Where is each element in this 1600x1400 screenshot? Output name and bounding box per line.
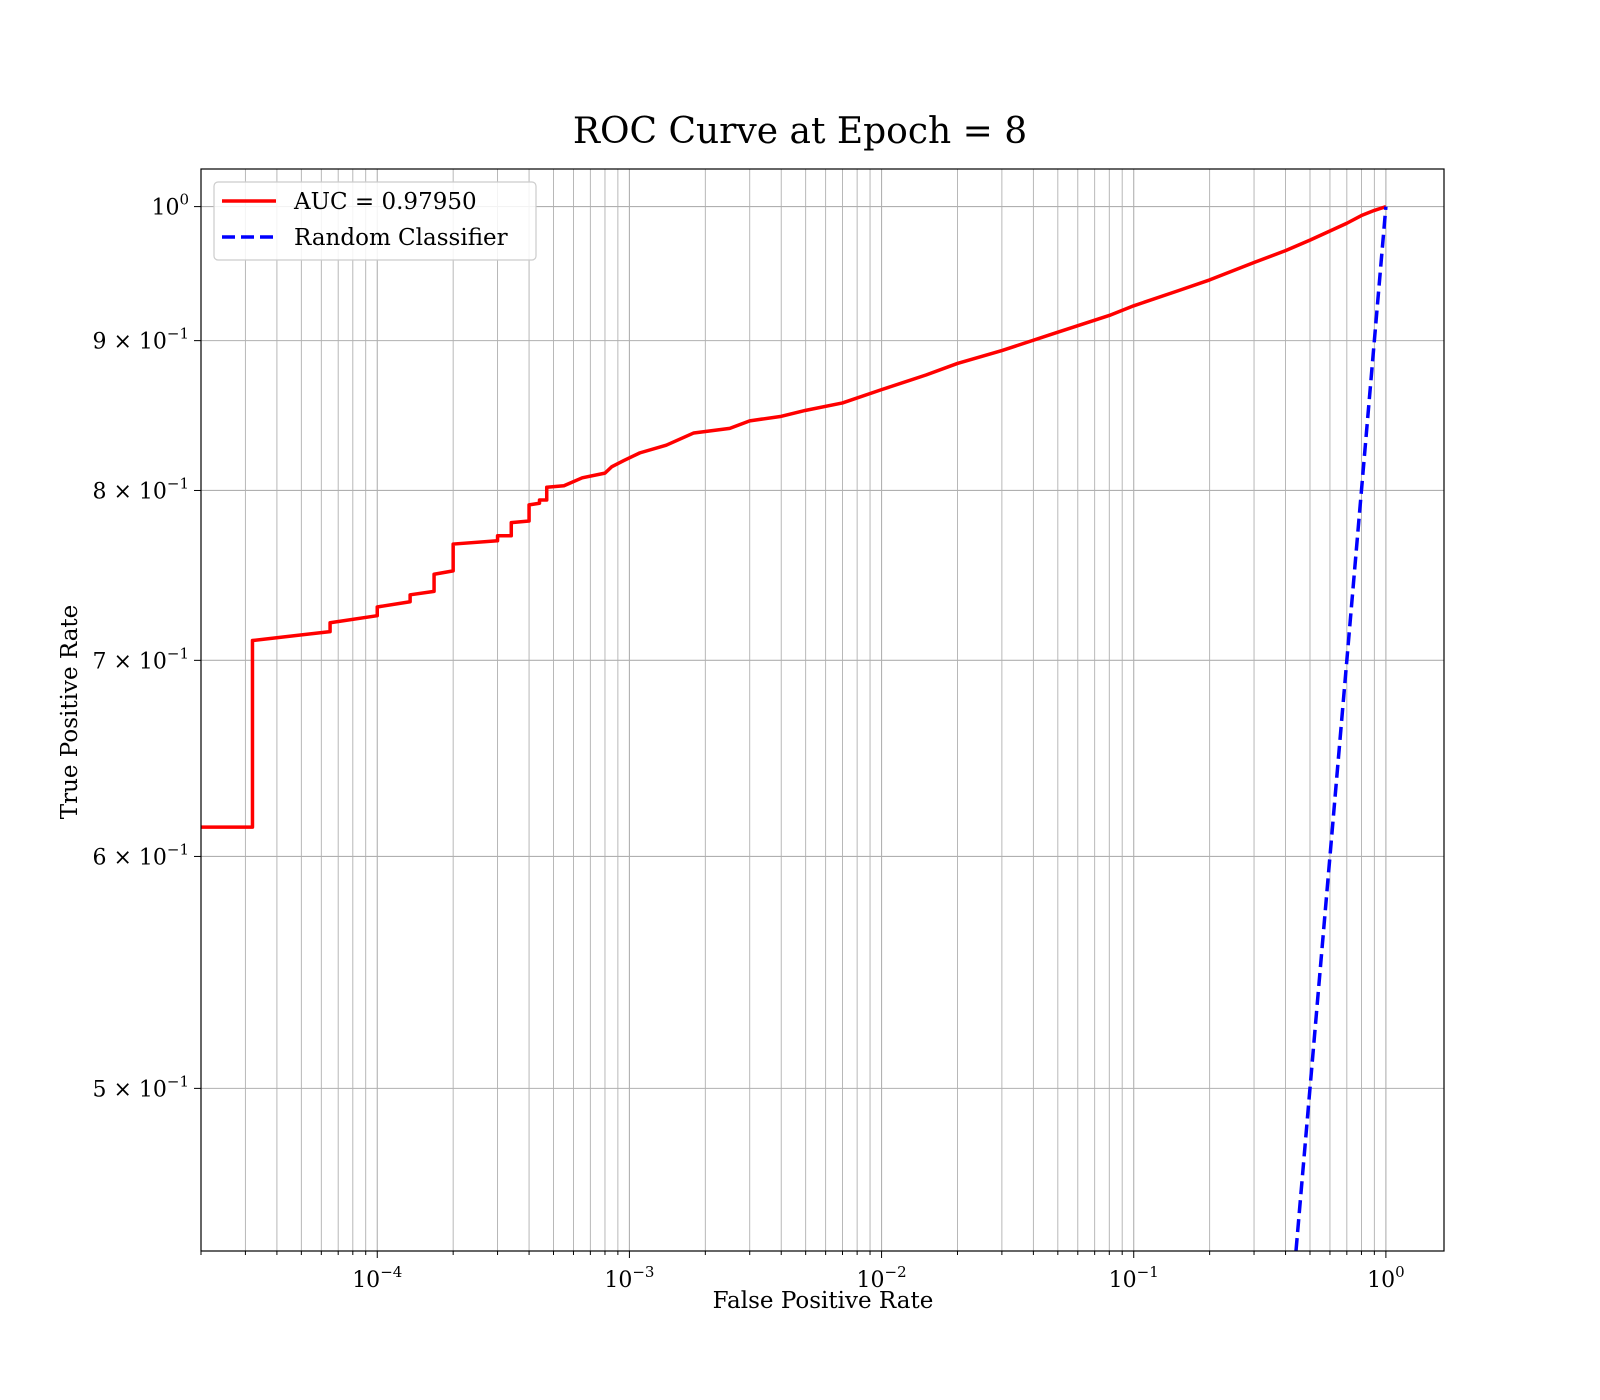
y-tick-label: 9 × 10−1 <box>92 325 189 355</box>
y-tick-label: 8 × 10−1 <box>92 474 189 504</box>
y-tick-label: 5 × 10−1 <box>92 1072 189 1102</box>
y-axis-label: True Positive Rate <box>57 605 83 820</box>
x-tick-labels: 10−4 10−3 10−2 10−1 100 <box>352 1263 1404 1293</box>
y-tick-label: 6 × 10−1 <box>92 840 189 870</box>
x-axis-label: False Positive Rate <box>713 1288 934 1314</box>
legend-label-auc: AUC = 0.97950 <box>293 189 477 215</box>
legend-box <box>213 181 537 261</box>
x-tick-label: 10−3 <box>604 1263 654 1293</box>
x-tick-label: 10−1 <box>1109 1263 1159 1293</box>
y-tick-label: 7 × 10−1 <box>92 644 189 674</box>
y-tick-labels: 100 9 × 10−1 8 × 10−1 7 × 10−1 6 × 10−1 5 × 1… <box>92 191 189 1103</box>
series-group <box>201 204 1388 1251</box>
plot-area-frame <box>200 168 1445 1252</box>
tick-marks <box>194 206 1387 1258</box>
x-tick-label: 100 <box>1367 1263 1405 1293</box>
random-classifier-line <box>1294 206 1388 1251</box>
x-tick-label: 10−2 <box>857 1263 907 1293</box>
y-tick-label: 100 <box>151 191 189 221</box>
legend: AUC = 0.97950 Random Classifier <box>213 181 537 261</box>
legend-label-random-classifier: Random Classifier <box>294 225 508 251</box>
x-tick-label: 10−4 <box>352 1263 402 1293</box>
roc-curve-line <box>201 204 1387 829</box>
grid <box>200 169 1444 1251</box>
chart-title: ROC Curve at Epoch = 8 <box>573 111 1027 152</box>
